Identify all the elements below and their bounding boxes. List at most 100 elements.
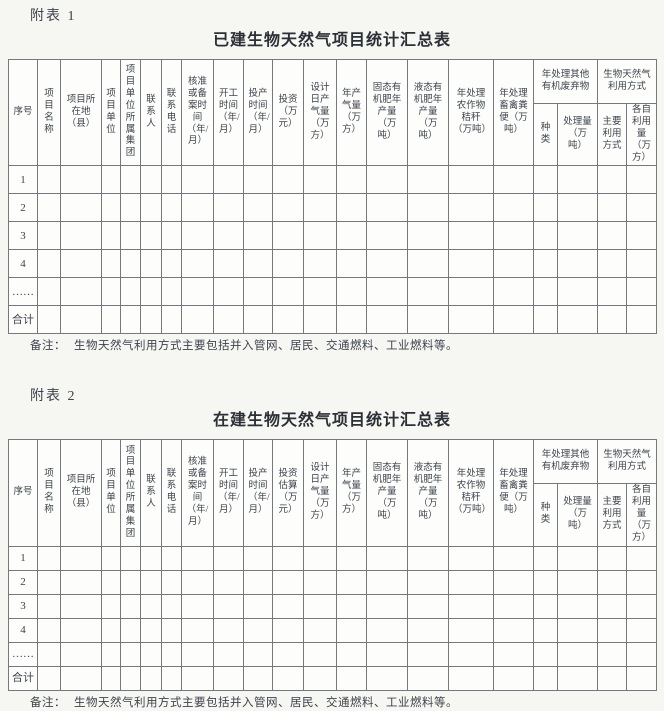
empty-data-cell xyxy=(556,221,599,251)
column-subheader-cell: 各自利用量（万方） xyxy=(626,102,658,167)
empty-data-cell xyxy=(493,569,534,595)
empty-data-cell xyxy=(336,569,367,595)
empty-data-cell xyxy=(448,193,494,223)
empty-data-cell xyxy=(597,249,628,279)
empty-data-cell xyxy=(533,249,558,279)
empty-data-cell xyxy=(448,165,494,195)
column-header-cell: 联系人 xyxy=(140,439,162,547)
column-subheader-cell: 处理量（万吨） xyxy=(556,483,599,547)
empty-data-cell xyxy=(493,593,534,619)
built-projects-summary-table: 序号 项目名称 项目所在地（县） 项目单位 项目单位所属集团 联系人 联系电话 核准或备案时间… xyxy=(8,58,658,335)
table-row: 2 xyxy=(8,569,658,595)
empty-data-cell xyxy=(533,165,558,195)
column-header-cell: 年产气量（万方） xyxy=(336,58,367,167)
column-header-cell: 设计日产气量（万方） xyxy=(303,58,337,167)
empty-data-cell xyxy=(161,221,182,251)
row-label-cell: 4 xyxy=(8,249,38,279)
column-header-cell: 项目名称 xyxy=(37,58,61,167)
empty-data-cell xyxy=(272,165,304,195)
empty-data-cell xyxy=(366,193,408,223)
empty-data-cell xyxy=(448,305,494,335)
empty-data-cell xyxy=(493,249,534,279)
empty-data-cell xyxy=(626,249,658,279)
empty-data-cell xyxy=(448,569,494,595)
empty-data-cell xyxy=(533,545,558,571)
empty-data-cell xyxy=(37,569,61,595)
column-header-cell: 投资（万元） xyxy=(272,58,304,167)
empty-data-cell xyxy=(407,249,449,279)
empty-data-cell xyxy=(37,165,61,195)
empty-data-cell xyxy=(366,641,408,667)
appendix-2-section: 附表 2 在建生物天然气项目统计汇总表 序号 项目名称 项目所在地（县） 项目单位 项目… xyxy=(8,388,658,710)
empty-data-cell xyxy=(101,545,121,571)
empty-data-cell xyxy=(60,249,102,279)
column-header-cell: 核准或备案时间（年/月） xyxy=(181,58,214,167)
empty-data-cell xyxy=(161,193,182,223)
column-header-cell: 项目名称 xyxy=(37,439,61,547)
empty-data-cell xyxy=(213,221,244,251)
empty-data-cell xyxy=(161,593,182,619)
empty-data-cell xyxy=(272,277,304,307)
empty-data-cell xyxy=(272,221,304,251)
note-text: 生物天然气利用方式主要包括并入管网、居民、交通燃料、工业燃料等。 xyxy=(74,340,458,353)
empty-data-cell xyxy=(181,641,214,667)
empty-data-cell xyxy=(243,221,273,251)
empty-data-cell xyxy=(533,277,558,307)
empty-data-cell xyxy=(366,569,408,595)
empty-data-cell xyxy=(181,277,214,307)
empty-data-cell xyxy=(140,569,162,595)
empty-data-cell xyxy=(556,593,599,619)
empty-data-cell xyxy=(366,665,408,691)
empty-data-cell xyxy=(597,305,628,335)
column-header-cell: 联系人 xyxy=(140,58,162,167)
empty-data-cell xyxy=(336,221,367,251)
empty-data-cell xyxy=(37,221,61,251)
empty-data-cell xyxy=(120,277,141,307)
empty-data-cell xyxy=(303,277,337,307)
empty-data-cell xyxy=(243,545,273,571)
column-subheader-cell: 种类 xyxy=(533,483,558,547)
empty-data-cell xyxy=(597,569,628,595)
appendix-1-table-title: 已建生物天然气项目统计汇总表 xyxy=(212,32,451,49)
empty-data-cell xyxy=(101,569,121,595)
empty-data-cell xyxy=(533,593,558,619)
column-header-cell: 项目单位 xyxy=(101,439,121,547)
empty-data-cell xyxy=(493,665,534,691)
empty-data-cell xyxy=(597,165,628,195)
empty-data-cell xyxy=(120,165,141,195)
column-header-cell: 开工时间（年/月） xyxy=(213,58,244,167)
column-header-cell: 项目单位 xyxy=(101,58,121,167)
empty-data-cell xyxy=(366,249,408,279)
empty-data-cell xyxy=(161,277,182,307)
empty-data-cell xyxy=(448,593,494,619)
empty-data-cell xyxy=(448,641,494,667)
empty-data-cell xyxy=(243,665,273,691)
empty-data-cell xyxy=(556,305,599,335)
empty-data-cell xyxy=(303,569,337,595)
empty-data-cell xyxy=(626,665,658,691)
empty-data-cell xyxy=(626,545,658,571)
row-label-cell: 2 xyxy=(8,193,38,223)
note-text: 生物天然气利用方式主要包括并入管网、居民、交通燃料、工业燃料等。 xyxy=(74,696,458,709)
empty-data-cell xyxy=(101,665,121,691)
column-subheader-cell: 各自利用量（万方） xyxy=(626,483,658,547)
empty-data-cell xyxy=(243,641,273,667)
empty-data-cell xyxy=(336,665,367,691)
empty-data-cell xyxy=(213,617,244,643)
empty-data-cell xyxy=(181,221,214,251)
empty-data-cell xyxy=(140,193,162,223)
column-header-cell: 年处理畜禽粪便（万吨） xyxy=(493,58,534,167)
empty-data-cell xyxy=(336,277,367,307)
empty-data-cell xyxy=(120,221,141,251)
empty-data-cell xyxy=(181,165,214,195)
empty-data-cell xyxy=(37,641,61,667)
empty-data-cell xyxy=(303,165,337,195)
column-header-cell: 固态有机肥年产量（万吨） xyxy=(366,439,408,547)
empty-data-cell xyxy=(533,569,558,595)
row-label-cell: 合计 xyxy=(8,665,38,691)
column-header-cell: 年处理农作物秸秆（万吨） xyxy=(448,439,494,547)
empty-data-cell xyxy=(243,165,273,195)
empty-data-cell xyxy=(626,165,658,195)
empty-data-cell xyxy=(556,569,599,595)
empty-data-cell xyxy=(303,221,337,251)
